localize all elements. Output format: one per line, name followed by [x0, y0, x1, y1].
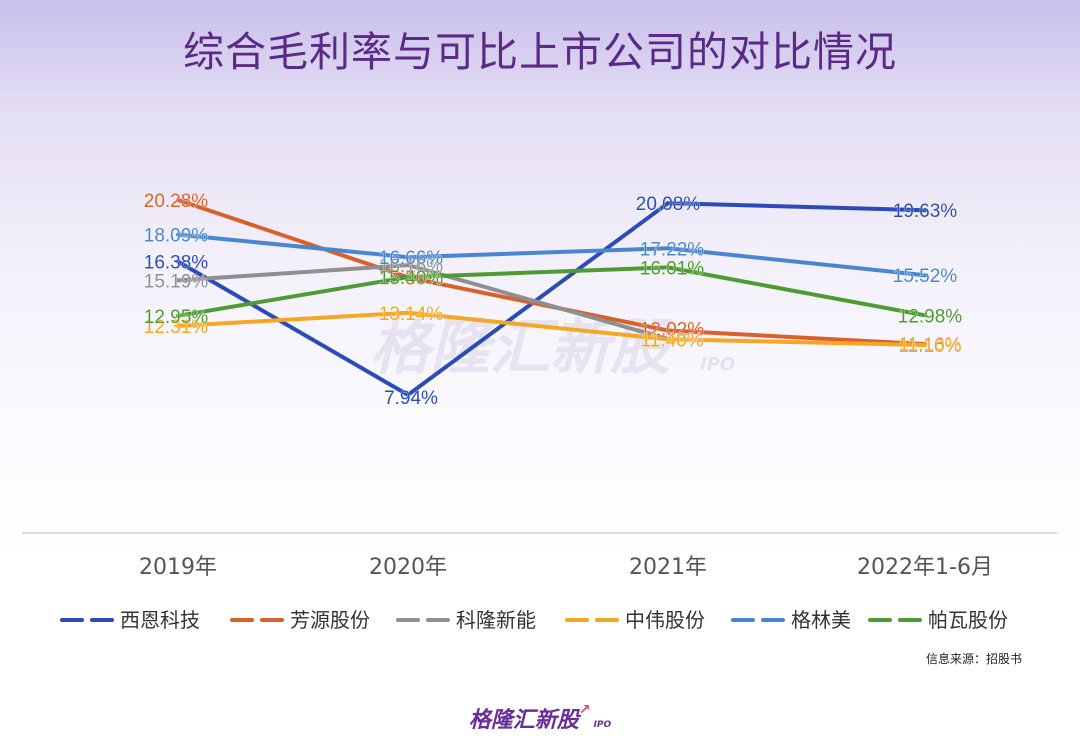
data-label: 15.40%	[379, 268, 444, 289]
data-label: 12.98%	[898, 306, 963, 327]
footer-logo: 格隆汇新股↗IPO	[0, 702, 1080, 734]
legend-item: 西恩科技	[60, 608, 200, 632]
series-line-5	[176, 232, 927, 278]
data-label: 16.16%	[379, 256, 444, 277]
legend-label: 格林美	[791, 608, 851, 632]
legend-item: 芳源股份	[230, 608, 370, 632]
data-label: 20.28%	[144, 191, 209, 212]
x-tick-label: 2022年1-6月	[857, 555, 993, 580]
data-label: 18.09%	[144, 226, 209, 247]
data-label: 19.63%	[893, 201, 958, 222]
data-label: 13.14%	[379, 304, 444, 325]
footer-logo-sub: IPO	[593, 720, 612, 730]
x-tick-label: 2021年	[629, 555, 707, 580]
data-label: 11.46%	[640, 330, 703, 351]
data-label: 11.10%	[898, 336, 961, 357]
data-label: 12.31%	[144, 317, 209, 338]
legend-label: 科隆新能	[456, 608, 536, 632]
data-label: 12.95%	[144, 307, 209, 328]
data-label: 16.66%	[379, 248, 444, 269]
series-line-1	[176, 201, 927, 397]
series-line-6	[176, 265, 927, 318]
legend-item: 格林美	[731, 608, 851, 632]
x-tick-label: 2020年	[369, 555, 447, 580]
data-label: 20.08%	[636, 194, 701, 215]
legend-item: 帕瓦股份	[868, 608, 1008, 632]
data-label: 16.38%	[144, 253, 209, 274]
chart-title: 综合毛利率与可比上市公司的对比情况	[183, 28, 897, 76]
data-label: 11.48%	[640, 330, 703, 351]
data-label: 16.01%	[640, 258, 705, 279]
legend-item: 中伟股份	[565, 608, 705, 632]
series-line-4	[176, 310, 927, 347]
data-label: 11.16%	[898, 335, 961, 356]
data-label: 12.02%	[640, 319, 705, 340]
legend-label: 芳源股份	[290, 608, 370, 632]
legend-label: 西恩科技	[120, 608, 200, 632]
legend-label: 帕瓦股份	[928, 608, 1008, 632]
data-label: 15.38%	[379, 268, 444, 289]
source-note: 信息来源：招股书	[925, 652, 1022, 666]
data-label: 15.52%	[893, 266, 958, 287]
footer-logo-text: 格隆汇新股	[468, 708, 579, 733]
series-line-3	[176, 263, 670, 341]
x-tick-label: 2019年	[139, 555, 217, 580]
data-label: 17.22%	[640, 239, 705, 260]
logo-arrow-icon: ↗	[578, 702, 591, 718]
legend-label: 中伟股份	[625, 608, 705, 632]
watermark-sub: IPO	[700, 354, 735, 375]
legend-item: 科隆新能	[396, 608, 536, 632]
data-label: 15.19%	[144, 271, 209, 292]
data-label: 7.94%	[384, 388, 438, 409]
